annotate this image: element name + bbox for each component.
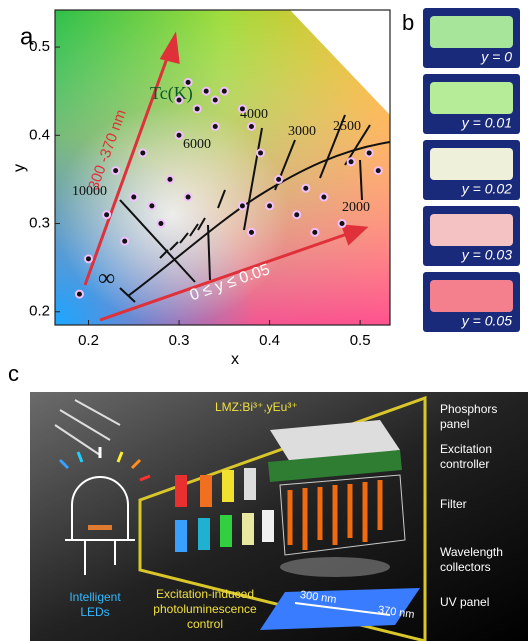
data-point bbox=[203, 88, 210, 95]
y-tick-label: 0.3 bbox=[29, 214, 50, 231]
x-tick-label: 0.2 bbox=[78, 332, 99, 349]
photo-label: y = 0.01 bbox=[461, 115, 512, 131]
annotation: 6000 bbox=[183, 137, 211, 152]
data-point bbox=[185, 79, 192, 86]
data-point bbox=[112, 167, 119, 174]
component-label: panel bbox=[440, 417, 469, 431]
component-label: Phosphors bbox=[440, 402, 497, 416]
material-label: LMZ:Bi³⁺,yEu³⁺ bbox=[215, 400, 298, 414]
annotation: 2000 bbox=[342, 200, 370, 215]
figure: a b c x y Tc(K) 10000 6000 4000 3000 250… bbox=[0, 0, 528, 641]
component-label: controller bbox=[440, 457, 489, 471]
x-axis-label: x bbox=[231, 351, 239, 368]
data-point bbox=[257, 149, 264, 156]
sample bbox=[430, 16, 513, 48]
data-point bbox=[85, 255, 92, 262]
data-point bbox=[366, 149, 373, 156]
photo-label: y = 0 bbox=[480, 49, 512, 65]
y-tick-label: 0.5 bbox=[29, 38, 50, 55]
data-point bbox=[239, 202, 246, 209]
data-point bbox=[302, 185, 309, 192]
data-point bbox=[293, 211, 300, 218]
data-point bbox=[239, 105, 246, 112]
y-axis-label: y bbox=[11, 164, 28, 172]
sample bbox=[430, 280, 513, 312]
y-tick-label: 0.4 bbox=[29, 126, 50, 143]
annotation: 2500 bbox=[333, 119, 361, 134]
data-point bbox=[248, 123, 255, 130]
data-point bbox=[103, 211, 110, 218]
x-tick-label: 0.4 bbox=[259, 332, 280, 349]
data-point bbox=[339, 220, 346, 227]
data-point bbox=[375, 167, 382, 174]
data-point bbox=[275, 176, 282, 183]
component-label: Wavelength bbox=[440, 545, 503, 559]
component-label: collectors bbox=[440, 560, 491, 574]
panel-label: b bbox=[402, 10, 414, 35]
sample bbox=[430, 82, 513, 114]
data-point bbox=[157, 220, 164, 227]
data-point bbox=[139, 149, 146, 156]
data-point bbox=[130, 194, 137, 201]
component-label: UV panel bbox=[440, 595, 489, 609]
data-point bbox=[348, 158, 355, 165]
data-point bbox=[248, 229, 255, 236]
data-point bbox=[320, 194, 327, 201]
data-point bbox=[221, 88, 228, 95]
led-label: LEDs bbox=[80, 605, 109, 619]
component-label: Excitation bbox=[440, 442, 492, 456]
data-point bbox=[76, 291, 83, 298]
component-label: Filter bbox=[440, 497, 467, 511]
data-point bbox=[185, 194, 192, 201]
data-point bbox=[176, 97, 183, 104]
photo-label: y = 0.03 bbox=[461, 247, 512, 263]
data-point bbox=[166, 176, 173, 183]
control-label: photoluminescence bbox=[153, 602, 257, 616]
data-point bbox=[212, 123, 219, 130]
data-point bbox=[212, 97, 219, 104]
data-point bbox=[311, 229, 318, 236]
data-point bbox=[148, 202, 155, 209]
annotation: ∞ bbox=[98, 266, 115, 292]
y-tick-label: 0.2 bbox=[29, 303, 50, 320]
led-label: Intelligent bbox=[69, 590, 121, 604]
panel-label: c bbox=[8, 361, 19, 386]
data-point bbox=[121, 238, 128, 245]
data-point bbox=[266, 202, 273, 209]
photo-label: y = 0.02 bbox=[461, 181, 512, 197]
control-label: Excitation-induced bbox=[156, 587, 254, 601]
x-tick-label: 0.3 bbox=[169, 332, 190, 349]
data-point bbox=[176, 132, 183, 139]
sample bbox=[430, 148, 513, 180]
annotation: 3000 bbox=[288, 124, 316, 139]
x-tick-label: 0.5 bbox=[350, 332, 371, 349]
control-label: control bbox=[187, 617, 223, 631]
sample bbox=[430, 214, 513, 246]
photo-label: y = 0.05 bbox=[461, 313, 512, 329]
data-point bbox=[194, 105, 201, 112]
